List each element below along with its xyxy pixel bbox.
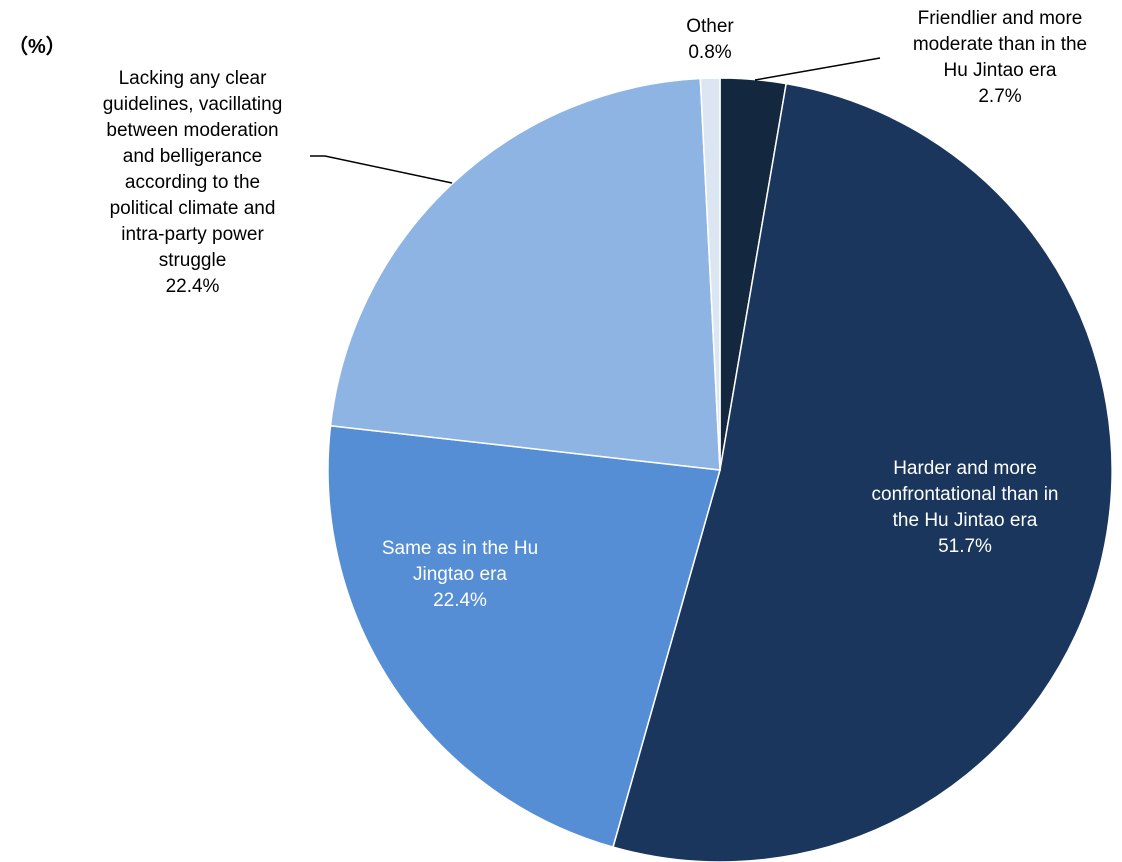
slice-value-label: 0.8% [688,42,732,63]
slice-label-text: Friendlier and more [917,8,1083,29]
leader-line-friendlier [754,57,881,81]
slice-label-same: Same as in the Hu Jingtao era 22.4% [345,536,575,614]
slice-label-text: according to the [124,172,261,193]
slice-label-text: Harder and more [893,458,1037,479]
pie-slice-harder [612,82,1113,862]
slice-label-text: Hu Jintao era [943,60,1057,81]
unit-label: （%） [8,36,66,58]
slice-label-friendlier: Friendlier and more moderate than in the H… [880,6,1120,110]
slice-label-text: Other [686,16,734,37]
slice-label-text: Lacking any clear [118,68,267,89]
slice-value-label: 51.7% [938,536,992,557]
slice-value-label: 22.4% [165,276,220,297]
pie-slice-same [327,424,721,849]
slice-label-text: between moderation [106,120,279,141]
slice-label-text: political climate and [109,198,276,219]
leader-line-lacking [310,155,453,184]
slice-label-text: the Hu Jintao era [892,510,1038,531]
slice-label-text: struggle [158,250,227,271]
slice-label-lacking: Lacking any clear guidelines, vacillating… [70,66,315,300]
slice-label-harder: Harder and more confrontational than in th… [820,456,1110,560]
slice-label-text: intra-party power [121,224,264,245]
leader-lines [310,57,881,184]
slice-value-label: 22.4% [433,590,487,611]
slice-label-text: confrontational than in [871,484,1059,505]
slice-label-text: moderate than in the [912,34,1088,55]
pie-slice-lacking [329,77,721,471]
pie-slice-other [699,77,721,471]
pie-slices [327,77,1113,862]
slice-label-text: and belligerance [122,146,263,167]
slice-label-other: Other 0.8% [640,14,780,66]
slice-value-label: 2.7% [978,86,1022,107]
slice-label-text: Jingtao era [412,564,507,585]
slice-label-text: guidelines, vacillating [102,94,283,115]
slice-label-text: Same as in the Hu [381,538,539,559]
